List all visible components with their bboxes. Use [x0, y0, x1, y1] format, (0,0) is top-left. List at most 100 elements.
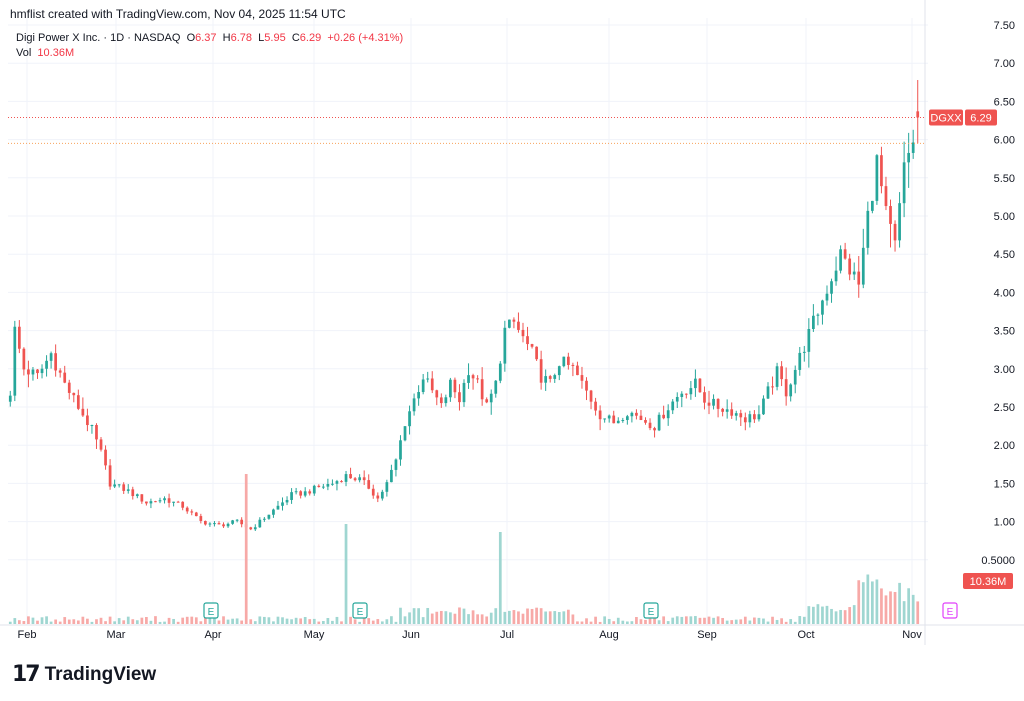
candle-body[interactable] — [326, 484, 330, 487]
volume-bar[interactable] — [258, 616, 262, 624]
candle-body[interactable] — [916, 111, 920, 118]
candle-body[interactable] — [258, 519, 262, 528]
volume-bar[interactable] — [861, 582, 865, 624]
volume-bar[interactable] — [36, 620, 39, 624]
candle-body[interactable] — [503, 327, 507, 364]
candle-body[interactable] — [58, 370, 62, 373]
candle-body[interactable] — [485, 399, 489, 403]
candle-body[interactable] — [185, 507, 189, 512]
volume-bar[interactable] — [789, 619, 793, 624]
volume-bar[interactable] — [802, 616, 806, 624]
volume-bar[interactable] — [22, 621, 26, 624]
volume-bar[interactable] — [235, 618, 239, 624]
volume-bar[interactable] — [380, 621, 384, 624]
volume-bar[interactable] — [884, 595, 888, 624]
candle-body[interactable] — [476, 378, 479, 380]
volume-bar[interactable] — [716, 616, 720, 624]
candle-body[interactable] — [63, 372, 67, 383]
volume-bar[interactable] — [834, 611, 838, 624]
volume-bar[interactable] — [535, 607, 538, 624]
volume-bar[interactable] — [244, 474, 248, 624]
volume-bar[interactable] — [598, 621, 602, 624]
candle-body[interactable] — [199, 516, 203, 521]
candle-body[interactable] — [557, 366, 561, 376]
volume-bar[interactable] — [480, 614, 484, 624]
candle-body[interactable] — [231, 520, 234, 524]
candle-body[interactable] — [780, 366, 783, 380]
candle-body[interactable] — [222, 524, 225, 527]
candle-body[interactable] — [344, 474, 348, 482]
volume-bar[interactable] — [648, 618, 652, 624]
volume-bar[interactable] — [594, 616, 597, 624]
candle-body[interactable] — [317, 485, 321, 488]
candle-body[interactable] — [671, 401, 675, 411]
volume-bar[interactable] — [607, 618, 611, 624]
volume-bar[interactable] — [149, 620, 153, 624]
candle-body[interactable] — [753, 414, 756, 420]
earnings-marker[interactable] — [352, 602, 368, 619]
candle-body[interactable] — [825, 293, 829, 301]
volume-bar[interactable] — [562, 611, 566, 624]
candle-body[interactable] — [90, 425, 94, 427]
volume-bar[interactable] — [154, 616, 157, 624]
candle-body[interactable] — [630, 412, 634, 417]
candle-body[interactable] — [712, 398, 715, 406]
volume-bar[interactable] — [689, 616, 693, 624]
candle-body[interactable] — [204, 520, 207, 525]
volume-bar[interactable] — [385, 619, 389, 624]
candle-body[interactable] — [172, 501, 175, 503]
volume-bar[interactable] — [95, 619, 98, 624]
candle-body[interactable] — [721, 408, 724, 412]
candle-body[interactable] — [893, 223, 897, 241]
volume-bar[interactable] — [870, 581, 874, 624]
candle-body[interactable] — [725, 409, 729, 412]
candle-body[interactable] — [539, 359, 543, 383]
volume-bar[interactable] — [31, 617, 35, 624]
candle-body[interactable] — [789, 384, 793, 397]
volume-bar[interactable] — [371, 620, 375, 624]
candle-body[interactable] — [566, 356, 570, 365]
volume-bar[interactable] — [553, 611, 557, 624]
volume-bar[interactable] — [739, 619, 743, 624]
volume-bar[interactable] — [222, 616, 225, 624]
candle-body[interactable] — [716, 398, 720, 409]
volume-bar[interactable] — [444, 611, 448, 624]
candle-body[interactable] — [848, 258, 852, 275]
candle-body[interactable] — [435, 390, 439, 398]
candle-body[interactable] — [312, 485, 316, 494]
candle-body[interactable] — [517, 321, 520, 330]
candle-body[interactable] — [757, 414, 761, 420]
candle-body[interactable] — [403, 426, 407, 441]
volume-bar[interactable] — [13, 618, 17, 624]
volume-bar[interactable] — [40, 617, 44, 624]
candle-body[interactable] — [644, 419, 647, 423]
candle-body[interactable] — [793, 369, 797, 385]
volume-bar[interactable] — [172, 618, 175, 624]
candle-body[interactable] — [22, 348, 26, 370]
candle-body[interactable] — [471, 375, 475, 379]
volume-bar[interactable] — [589, 621, 593, 624]
volume-bar[interactable] — [585, 618, 588, 624]
candle-body[interactable] — [358, 477, 362, 481]
volume-bar[interactable] — [821, 606, 824, 624]
volume-bar[interactable] — [426, 607, 430, 624]
candle-body[interactable] — [734, 413, 738, 416]
volume-bar[interactable] — [399, 607, 402, 624]
volume-bar[interactable] — [830, 608, 833, 624]
candle-body[interactable] — [508, 319, 511, 328]
volume-bar[interactable] — [852, 605, 856, 624]
candle-body[interactable] — [285, 499, 289, 503]
candle-body[interactable] — [898, 203, 901, 241]
candle-body[interactable] — [426, 378, 430, 380]
candle-body[interactable] — [589, 390, 593, 402]
volume-bar[interactable] — [539, 608, 543, 624]
candle-body[interactable] — [394, 459, 398, 470]
volume-bar[interactable] — [267, 617, 271, 624]
candle-body[interactable] — [771, 386, 774, 388]
volume-bar[interactable] — [517, 611, 520, 624]
earnings-marker[interactable] — [643, 602, 659, 619]
volume-bar[interactable] — [512, 610, 516, 624]
volume-bar[interactable] — [812, 606, 815, 624]
volume-bar[interactable] — [621, 620, 625, 624]
candle-body[interactable] — [335, 481, 339, 484]
